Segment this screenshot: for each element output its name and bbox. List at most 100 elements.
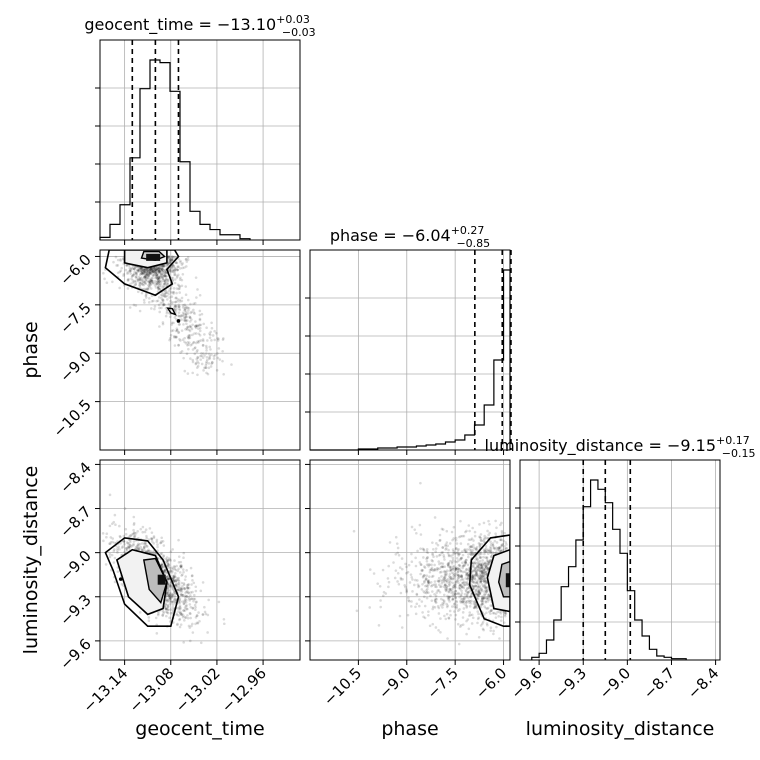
sample-point (131, 274, 134, 278)
sample-point (127, 545, 130, 548)
sample-point (474, 569, 477, 572)
sample-point (174, 336, 178, 339)
sample-point (153, 268, 157, 272)
sample-point (148, 280, 151, 284)
sample-point (161, 566, 165, 569)
sample-point (185, 352, 189, 356)
sample-point (165, 614, 168, 618)
sample-point (118, 534, 122, 538)
sample-point (175, 564, 178, 568)
sample-point (460, 577, 464, 580)
sample-point (159, 268, 162, 272)
sample-point (478, 556, 482, 559)
sample-point (465, 577, 469, 580)
sample-point (188, 316, 192, 320)
sample-point (450, 530, 454, 534)
sample-point (143, 530, 147, 534)
sample-point (484, 579, 487, 583)
sample-point (454, 589, 458, 593)
sample-point (453, 583, 456, 587)
sample-point (201, 581, 205, 584)
sample-point (474, 578, 477, 581)
sample-point (170, 295, 174, 299)
sample-point (141, 267, 144, 271)
sample-point (185, 607, 188, 611)
sample-point (485, 611, 488, 615)
sample-point (166, 263, 170, 267)
sample-point (144, 268, 148, 272)
sample-point (430, 559, 434, 562)
sample-point (407, 563, 411, 567)
sample-point (195, 366, 199, 369)
sample-point (168, 584, 172, 587)
sample-point (182, 303, 185, 307)
sample-point (500, 531, 504, 535)
sample-point (487, 593, 491, 596)
sample-point (403, 584, 406, 587)
sample-point (206, 613, 210, 617)
sample-point (162, 269, 165, 272)
sample-point (174, 583, 178, 587)
sample-point (163, 281, 167, 284)
sample-point (140, 271, 143, 275)
sample-point (441, 602, 444, 605)
sample-point (147, 273, 151, 276)
sample-point (466, 587, 469, 590)
sample-point (503, 611, 507, 615)
sample-point (467, 552, 470, 556)
sample-point (196, 340, 199, 343)
sample-point (483, 613, 486, 616)
sample-point (162, 303, 165, 306)
sample-point (178, 590, 182, 593)
sample-point (457, 547, 460, 551)
sample-point (155, 269, 159, 272)
sample-point (368, 606, 372, 609)
sample-point (487, 549, 491, 553)
sample-point (465, 568, 469, 571)
sample-point (484, 564, 487, 568)
sample-point (425, 577, 428, 581)
sample-point (387, 585, 390, 589)
sample-point (413, 583, 416, 587)
sample-point (476, 597, 480, 601)
sample-point (165, 559, 169, 562)
sample-point (408, 581, 412, 584)
sample-point (475, 564, 479, 568)
sample-point (465, 572, 468, 576)
sample-point (156, 287, 160, 290)
contour-outer (104, 250, 180, 297)
sample-point (129, 282, 132, 286)
sample-point (191, 348, 195, 351)
sample-point (179, 564, 183, 567)
sample-point (215, 368, 219, 372)
tick-label: −9.3 (552, 664, 590, 702)
sample-point (181, 262, 184, 265)
sample-point (454, 599, 458, 603)
sample-point (440, 527, 444, 531)
sample-point (444, 570, 448, 574)
sample-point (491, 551, 495, 554)
sample-point (181, 338, 185, 342)
sample-point (191, 607, 195, 610)
sample-point (135, 544, 139, 548)
sample-point (169, 585, 172, 589)
sample-point (449, 578, 452, 581)
sample-point (149, 268, 152, 271)
sample-point (161, 321, 165, 324)
sample-point (464, 550, 468, 554)
sample-point (148, 270, 151, 273)
sample-point (174, 568, 178, 572)
sample-point (216, 352, 219, 355)
sample-point (157, 282, 161, 286)
sample-point (437, 579, 441, 583)
sample-point (134, 283, 137, 286)
sample-point (422, 581, 426, 584)
sample-point (473, 605, 477, 608)
sample-point (481, 600, 484, 604)
sample-point (140, 272, 144, 275)
sample-point (120, 266, 124, 270)
sample-point (140, 542, 144, 545)
sample-point (190, 310, 194, 314)
sample-point (175, 584, 178, 588)
sample-point (455, 567, 458, 571)
